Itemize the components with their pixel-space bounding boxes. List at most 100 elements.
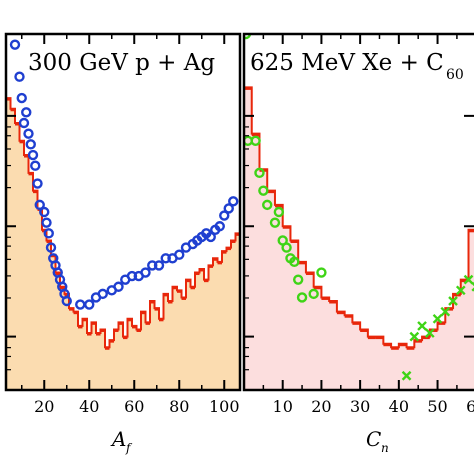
x-tick-label: 20: [311, 397, 331, 416]
x-tick-label: 80: [169, 397, 189, 416]
data-point-circle: [43, 228, 54, 239]
histogram-bin: [28, 172, 33, 176]
histogram-bin: [195, 272, 200, 276]
x-tick-label: 40: [389, 397, 409, 416]
data-point-circle: [32, 178, 43, 189]
data-point-cross: [424, 328, 435, 338]
x-tick-label: 60: [466, 397, 474, 416]
histogram-bin: [87, 333, 92, 336]
data-point-circle: [23, 128, 34, 139]
left-panel: 20 40 60 80 100 300 GeV p + Ag A f: [4, 32, 242, 455]
data-point-circle: [258, 185, 269, 196]
histogram-bin: [96, 333, 101, 336]
histogram-bin: [186, 279, 191, 283]
histogram-area: [244, 87, 474, 390]
x-tick-label: 100: [209, 397, 240, 416]
data-point-circle: [84, 299, 95, 310]
data-point-circle: [9, 39, 21, 50]
histogram-bin: [100, 329, 105, 332]
histogram-bin: [73, 311, 78, 315]
data-point-circle: [289, 256, 300, 268]
data-point-circle: [126, 270, 138, 282]
histogram-bin: [375, 336, 384, 340]
data-point-circle: [250, 135, 261, 147]
data-point-circle: [30, 160, 41, 171]
histogram-bin: [213, 258, 218, 261]
histogram-bin: [64, 293, 69, 297]
right-histogram-fill: [244, 87, 474, 390]
data-point-circle: [21, 107, 32, 118]
data-point-circle: [39, 206, 50, 218]
right-x-axis-label-main: C: [366, 427, 381, 451]
x-tick-label: 30: [350, 397, 370, 416]
x-tick-label: 60: [124, 397, 144, 416]
histogram-bin: [82, 318, 87, 322]
histogram-bin: [51, 254, 56, 258]
x-tick-label: 10: [273, 397, 293, 416]
histogram-bin: [33, 190, 38, 194]
histogram-bin: [60, 286, 65, 290]
right-panel-title-sub: 60: [446, 67, 464, 83]
histogram-bin: [150, 301, 155, 304]
histogram-bin: [154, 308, 159, 311]
left-x-axis-label-sub: f: [125, 441, 133, 455]
left-x-axis-label-main: A: [110, 427, 126, 451]
histogram-bin: [329, 301, 337, 304]
histogram-bin: [105, 347, 110, 350]
data-point-cross: [401, 370, 412, 381]
data-point-cross: [417, 321, 427, 331]
data-point-circle: [273, 206, 285, 218]
data-point-circle: [223, 203, 234, 214]
data-point-circle: [41, 217, 52, 228]
data-point-circle: [153, 260, 165, 271]
histogram-bin: [46, 240, 51, 243]
left-panel-title: 300 GeV p + Ag: [28, 50, 215, 76]
data-point-cross: [448, 296, 458, 306]
histogram-bin: [398, 343, 407, 347]
data-point-circle: [45, 242, 57, 253]
data-point-circle: [113, 281, 124, 292]
histogram-bin: [414, 340, 423, 343]
histogram-bin: [208, 265, 213, 268]
histogram-bin: [217, 261, 222, 265]
histogram-bin: [168, 301, 173, 304]
histogram-bin: [199, 268, 204, 272]
left-plot-frame: [4, 32, 242, 392]
data-point-cross: [432, 313, 443, 324]
data-point-circle: [61, 295, 72, 307]
histogram-bin: [118, 322, 123, 325]
histogram-bin: [298, 261, 306, 265]
histogram-bin: [468, 229, 474, 233]
data-point-cross: [440, 306, 451, 317]
histogram-bin: [313, 286, 322, 290]
histogram-step-line: [244, 86, 474, 349]
histogram-bin: [127, 318, 132, 322]
histogram-bin: [78, 325, 83, 329]
histogram-bin: [132, 325, 137, 329]
histogram-bin: [244, 87, 252, 90]
histogram-bin: [344, 315, 353, 318]
data-point-circle: [27, 149, 39, 161]
histogram-bin: [6, 98, 11, 101]
right-x-axis-label-sub: n: [381, 441, 389, 455]
right-plot-frame: [242, 32, 474, 392]
histogram-bin: [163, 293, 168, 297]
histogram-bin: [10, 108, 15, 112]
histogram-bin: [321, 297, 330, 300]
right-panel: 10 20 30 40 50 60 625 MeV Xe + C 60 C n: [242, 32, 474, 455]
histogram-bin: [367, 336, 376, 340]
histogram-bin: [235, 233, 240, 236]
histogram-bin: [109, 340, 114, 343]
histogram-bin: [55, 272, 60, 276]
histogram-bin: [290, 240, 299, 243]
histogram-bin: [453, 293, 461, 297]
data-point-circle: [262, 199, 273, 211]
data-point-circle: [308, 288, 319, 300]
left-axis-ticks: 20 40 60 80 100: [21, 34, 240, 416]
histogram-bin: [69, 308, 74, 311]
histogram-bin: [406, 347, 415, 350]
data-point-circle: [281, 242, 292, 253]
data-point-circle: [25, 139, 36, 150]
histogram-bin: [145, 322, 150, 325]
